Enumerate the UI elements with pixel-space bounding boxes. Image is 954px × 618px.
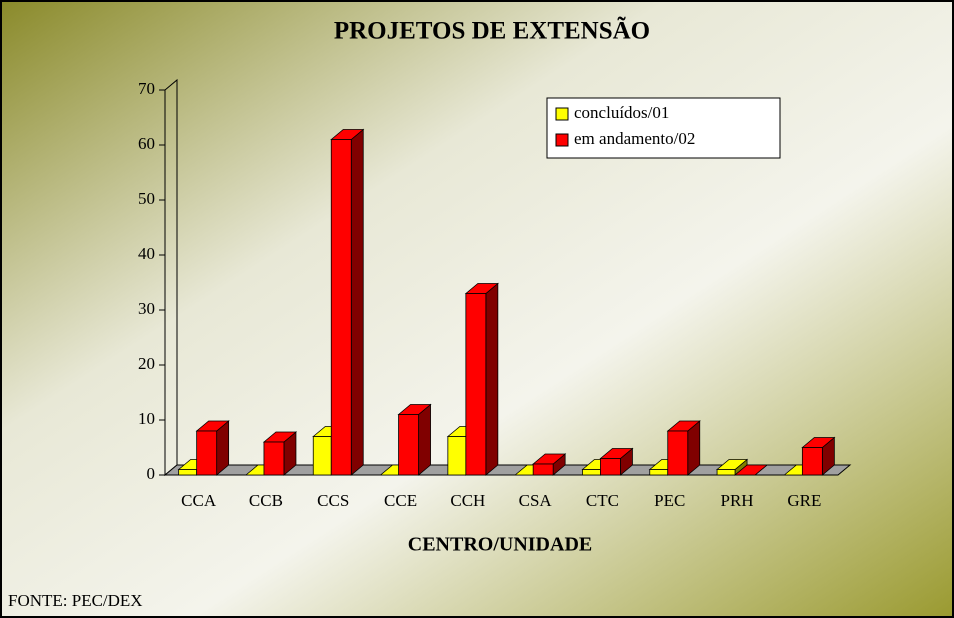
legend-box (546, 97, 781, 159)
legend-label: concluídos/01 (574, 103, 669, 122)
bar (716, 469, 736, 476)
x-tick-label: PEC (654, 491, 685, 510)
bar (667, 430, 689, 476)
bar (398, 414, 419, 476)
x-tick-label: CCH (450, 491, 485, 510)
bar (196, 430, 218, 476)
legend-label: em andamento/02 (574, 129, 695, 148)
x-tick-label: CCB (249, 491, 283, 510)
x-tick-label: CCA (181, 491, 217, 510)
bar (330, 139, 352, 476)
y-tick-label: 70 (138, 79, 155, 98)
bar (532, 463, 554, 476)
bar (465, 293, 487, 476)
chart-title: PROJETOS DE EXTENSÃO (334, 17, 650, 45)
bar-side (418, 403, 431, 476)
bar-top (733, 464, 769, 476)
legend-swatch (555, 107, 569, 121)
bar (600, 458, 621, 476)
legend-swatch (555, 133, 569, 147)
x-tick-label: CCS (317, 491, 349, 510)
bar (582, 469, 601, 476)
x-tick-label: CTC (586, 491, 619, 510)
bar (312, 436, 332, 476)
bar (649, 469, 669, 476)
x-axis-label: CENTRO/UNIDADE (408, 534, 592, 556)
bar-side (350, 128, 364, 476)
x-tick-label: CCE (384, 491, 417, 510)
y-tick-label: 10 (138, 409, 155, 428)
x-tick-label: PRH (721, 491, 754, 510)
y-tick-label: 0 (147, 464, 156, 483)
source-note: FONTE: PEC/DEX (8, 591, 143, 610)
y-tick-label: 50 (138, 189, 155, 208)
y-tick-label: 40 (138, 244, 155, 263)
bar-side (485, 282, 499, 476)
x-tick-label: CSA (519, 491, 553, 510)
y-tick-label: 20 (138, 354, 155, 373)
bar (447, 436, 467, 476)
bar (801, 447, 823, 476)
x-tick-label: GRE (787, 491, 821, 510)
y-tick-label: 60 (138, 134, 155, 153)
y-tick-label: 30 (138, 299, 155, 318)
bar (263, 441, 285, 476)
bar (178, 469, 198, 476)
